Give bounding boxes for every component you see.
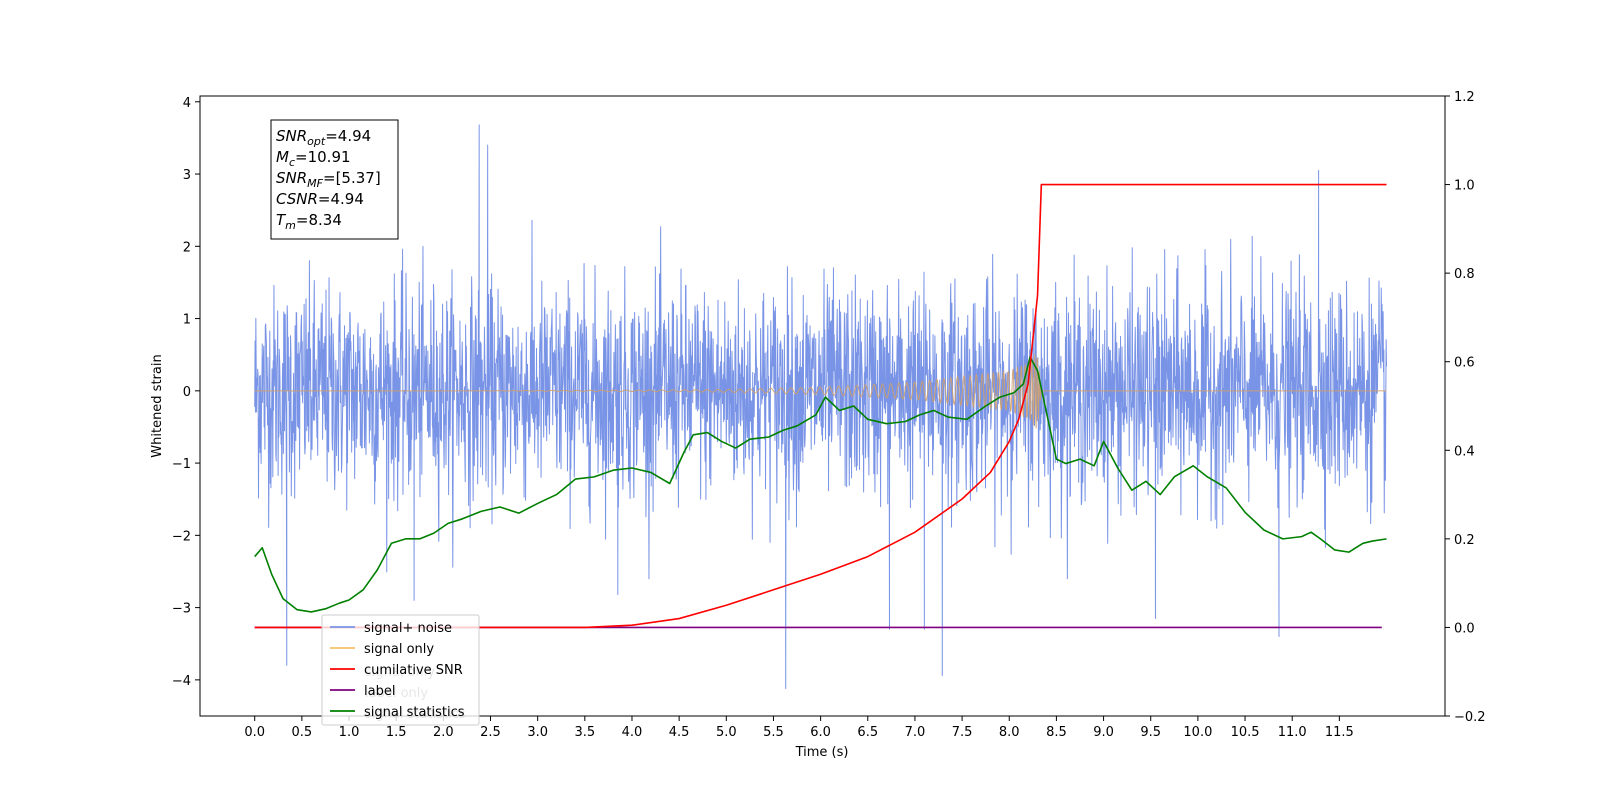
y2-tick-label: 1.0 bbox=[1454, 179, 1475, 194]
y-tick-label: 2 bbox=[183, 240, 191, 255]
x-axis-label: Time (s) bbox=[795, 745, 849, 760]
x-tick-label: 3.0 bbox=[527, 725, 548, 740]
y-tick-label: 0 bbox=[183, 385, 191, 400]
y2-tick-label: 0.2 bbox=[1454, 533, 1475, 548]
x-tick-label: 0.5 bbox=[292, 725, 313, 740]
signal-noise-line bbox=[254, 124, 1388, 690]
y-axis-label: Whitened strain bbox=[150, 354, 165, 457]
x-tick-label: 6.0 bbox=[810, 725, 831, 740]
x-tick-label: 5.5 bbox=[763, 725, 784, 740]
legend-frame bbox=[321, 614, 480, 726]
x-tick-label: 10.5 bbox=[1231, 725, 1260, 740]
x-tick-label: 3.5 bbox=[574, 725, 595, 740]
stats-line: Mc=10.91 bbox=[276, 148, 351, 169]
x-tick-label: 8.0 bbox=[999, 725, 1020, 740]
x-tick-label: 8.5 bbox=[1046, 725, 1067, 740]
y2-tick-label: 0.6 bbox=[1454, 356, 1475, 371]
legend-entry-label: signal only bbox=[364, 642, 434, 657]
stats-line: Tm=8.34 bbox=[276, 211, 342, 232]
x-axis-ticks: 0.0 0.5 1.0 1.5 2.0 2.5 3.0 3.5 4.0 4.5 5.0 5.5 6.0 6… bbox=[244, 716, 1354, 740]
stats-box-frame bbox=[270, 119, 399, 240]
y2-axis-ticks: 1.2 1.0 0.8 0.6 0.4 0.2 0.0 −0.2 bbox=[1445, 90, 1486, 725]
y-tick-label: 3 bbox=[183, 168, 191, 183]
x-tick-label: 11.0 bbox=[1278, 725, 1307, 740]
x-tick-label: 1.0 bbox=[339, 725, 360, 740]
y-tick-label: −4 bbox=[172, 674, 191, 689]
y2-tick-label: 1.2 bbox=[1454, 90, 1475, 105]
legend-entry-label: signal statistics bbox=[364, 705, 465, 720]
x-tick-label: 5.0 bbox=[716, 725, 737, 740]
x-tick-label: 2.5 bbox=[480, 725, 501, 740]
x-tick-label: 9.0 bbox=[1093, 725, 1114, 740]
stats-line: CSNR=4.94 bbox=[276, 190, 364, 208]
legend-entry-label: cumilative SNR bbox=[364, 663, 463, 678]
stats-annotation-box: SNRopt=4.94Mc=10.91SNRMF=[5.37]CSNR=4.94… bbox=[270, 119, 399, 240]
x-tick-label: 6.5 bbox=[857, 725, 878, 740]
y-axis-ticks: 4 3 2 1 0 −1 −2 −3 −4 bbox=[172, 96, 200, 689]
y-tick-label: 1 bbox=[183, 313, 191, 328]
x-tick-label: 9.5 bbox=[1140, 725, 1161, 740]
y2-tick-label: 0.0 bbox=[1454, 621, 1475, 636]
legend: signal onlylabel onlysignal statisticssi… bbox=[321, 614, 480, 726]
x-tick-label: 10.0 bbox=[1183, 725, 1212, 740]
signal-statistics-line bbox=[254, 356, 1387, 613]
y2-tick-label: 0.4 bbox=[1454, 444, 1475, 459]
x-tick-label: 11.5 bbox=[1325, 725, 1354, 740]
y-tick-label: −1 bbox=[172, 457, 191, 472]
stats-line: SNRMF=[5.37] bbox=[276, 169, 381, 190]
signal-noise-series bbox=[254, 124, 1388, 690]
x-tick-label: 4.0 bbox=[622, 725, 643, 740]
y-tick-label: 4 bbox=[183, 96, 191, 111]
plot-frame bbox=[199, 95, 1446, 717]
x-tick-label: 0.0 bbox=[244, 725, 265, 740]
cumilative-SNR-line bbox=[254, 183, 1387, 629]
y2-tick-label: −0.2 bbox=[1454, 710, 1486, 725]
y2-tick-label: 0.8 bbox=[1454, 267, 1475, 282]
x-tick-label: 2.0 bbox=[433, 725, 454, 740]
y-tick-label: −2 bbox=[172, 529, 191, 544]
legend-entry-label: signal+ noise bbox=[364, 621, 452, 636]
legend-entry-label: label bbox=[364, 684, 395, 699]
signal-only-series bbox=[254, 354, 1387, 429]
stats-line: SNRopt=4.94 bbox=[276, 127, 371, 148]
x-tick-label: 7.5 bbox=[952, 725, 973, 740]
signal-only-line bbox=[254, 354, 1387, 429]
x-tick-label: 1.5 bbox=[386, 725, 407, 740]
y-tick-label: −3 bbox=[172, 602, 191, 617]
x-tick-label: 4.5 bbox=[669, 725, 690, 740]
x-tick-label: 7.0 bbox=[905, 725, 926, 740]
